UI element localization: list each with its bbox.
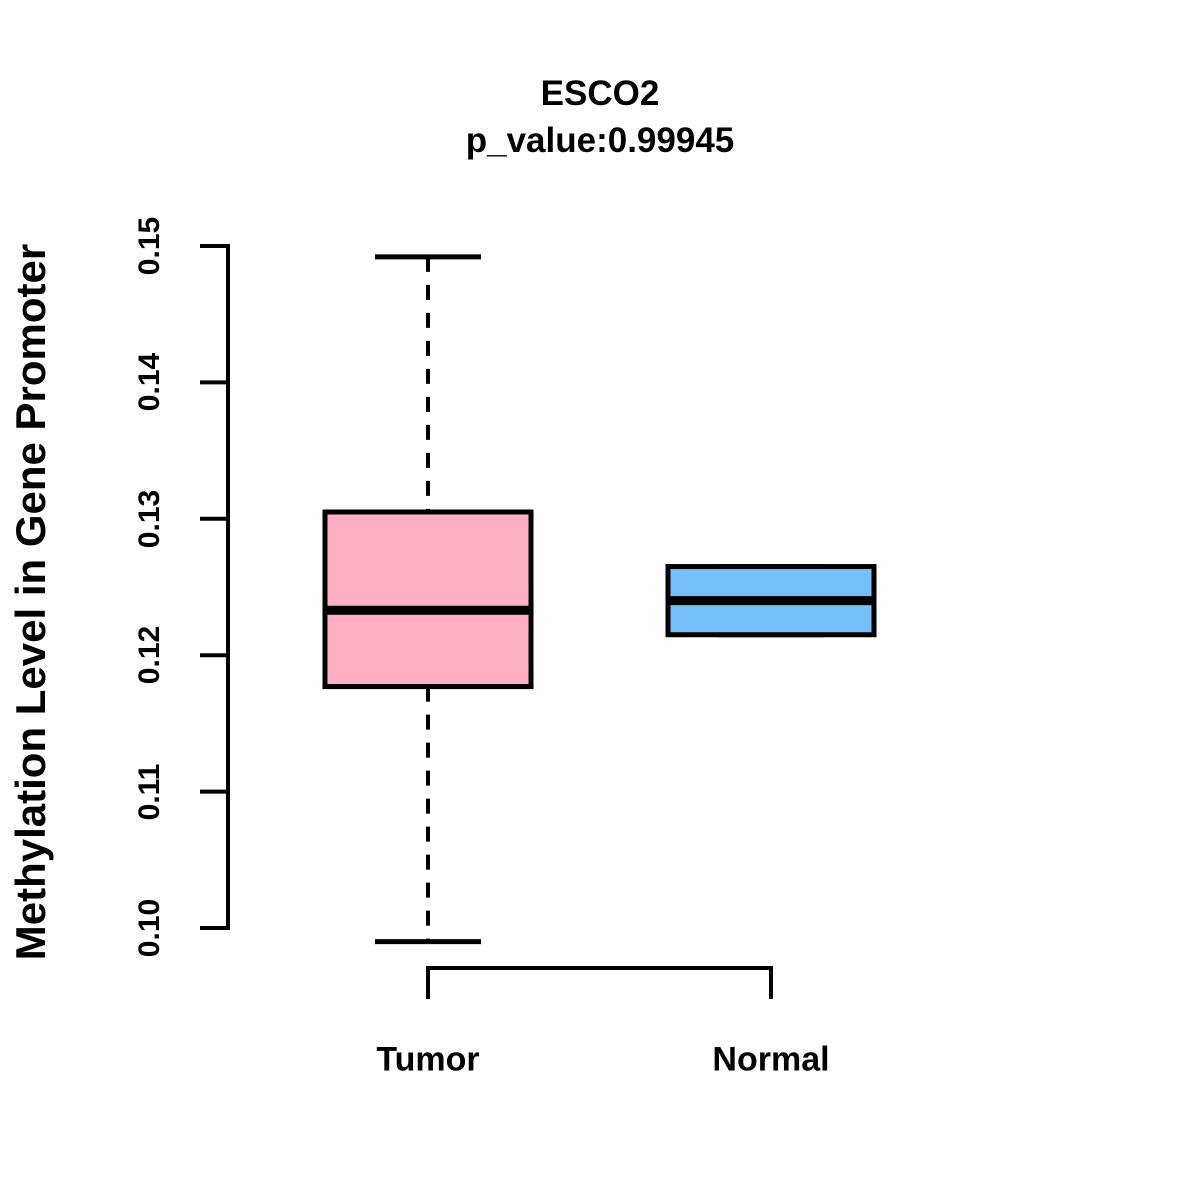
chart-title: ESCO2: [540, 74, 660, 113]
x-axis-bracket: [426, 966, 773, 999]
tumor-box: [322, 509, 534, 690]
x-category-label-normal: Normal: [712, 1040, 830, 1079]
x-category-label-tumor: Tumor: [376, 1040, 480, 1079]
chart-subtitle-pvalue: p_value:0.99945: [465, 121, 735, 160]
